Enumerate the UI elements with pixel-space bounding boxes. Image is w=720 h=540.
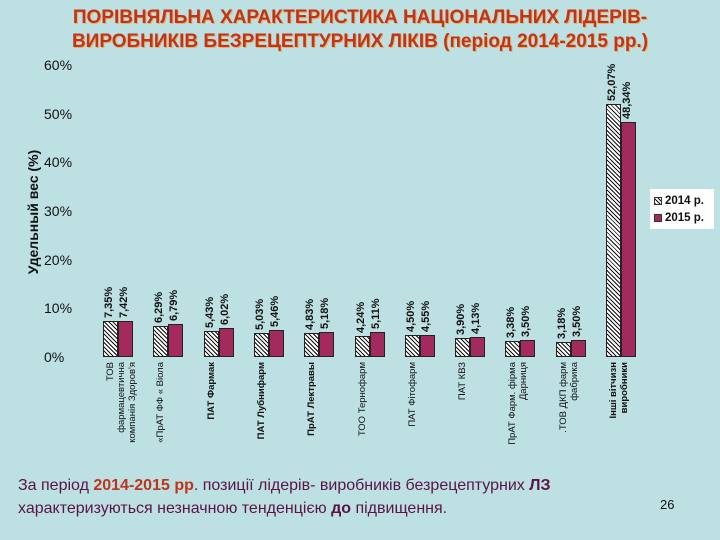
solid-swatch-icon (654, 213, 662, 222)
chart-legend: 2014 р. 2015 р. (650, 189, 714, 229)
bar-2015 (319, 331, 335, 357)
bar-2014 (455, 338, 471, 357)
bar-2014 (253, 332, 269, 357)
bar-2014 (354, 336, 370, 357)
value-label: 3,18% (555, 307, 568, 339)
value-label: 52,07% (606, 63, 618, 101)
category-label: ПрАТ Фарм. фірма Дарниця (507, 362, 530, 445)
value-label: 4,83% (304, 299, 317, 331)
legend-item-2014: 2014 р. (654, 192, 710, 209)
value-label: 6,29% (153, 292, 166, 324)
legend-item-2015: 2015 р. (654, 209, 710, 226)
page-number: 26 (660, 497, 675, 512)
y-tick-label: 10% (44, 300, 73, 317)
y-tick-label: 40% (44, 154, 73, 171)
bar-2015 (520, 339, 536, 357)
category-label: Інші вітчизн виробники (608, 362, 630, 419)
value-label: 5,18% (319, 297, 332, 329)
value-label: 7,42% (118, 286, 130, 318)
value-label: 3,38% (505, 306, 518, 338)
bar-2015 (419, 334, 435, 357)
bar-2014 (606, 103, 621, 357)
value-label: 5,03% (253, 298, 266, 330)
bar-2014 (153, 326, 169, 357)
value-label: 48,34% (621, 81, 633, 119)
value-label: 5,43% (203, 296, 216, 328)
value-label: 3,50% (570, 305, 583, 337)
value-label: 3,50% (520, 305, 533, 337)
bar-2014 (555, 341, 571, 357)
y-tick-label: 50% (44, 105, 73, 122)
bar-2014 (103, 321, 118, 357)
category-label: «ПрАТ ФФ « Віола (155, 362, 167, 443)
y-axis-label: Удельный вес (%) (25, 149, 41, 275)
y-tick-label: 20% (44, 251, 73, 268)
category-label: ТОВ фармацевтична компанія Здоров'я (105, 362, 138, 443)
bar-2014 (404, 335, 420, 357)
y-tick-label: 30% (44, 203, 73, 219)
bar-2015 (268, 330, 284, 357)
category-label: ПрАТ Лектравы (306, 362, 318, 436)
value-label: 4,55% (419, 300, 432, 332)
y-tick-label: 0% (44, 349, 65, 365)
bar-2015 (369, 332, 385, 357)
value-label: 4,50% (404, 300, 417, 333)
category-label: ПАТ КВЗ (457, 362, 469, 401)
bar-2015 (218, 327, 234, 357)
category-label: ТОО Тернофарм (356, 362, 368, 437)
hatched-swatch-icon (654, 196, 662, 205)
category-label: ПАТ Фармак (205, 362, 217, 420)
bar-2015 (621, 121, 636, 357)
summary-text: За період 2014-2015 рр. позиції лідерів-… (18, 477, 551, 517)
category-label: ПАТ Фітофарм (406, 362, 418, 427)
value-label: 3,90% (455, 303, 468, 336)
bar-2014 (304, 333, 320, 357)
title-line-1: ПОРІВНЯЛЬНА ХАРАКТЕРИСТИКА НАЦІОНАЛЬНИХ … (72, 7, 648, 28)
slide-title: ПОРІВНЯЛЬНА ХАРАКТЕРИСТИКА НАЦІОНАЛЬНИХ … (0, 6, 720, 54)
bar-2015 (168, 323, 184, 357)
bar-2015 (470, 336, 486, 357)
title-line-2: ВИРОБНИКІВ БЕЗРЕЦЕПТУРНИХ ЛІКІВ (період … (71, 31, 649, 52)
value-label: 5,11% (369, 298, 382, 330)
bar-2014 (203, 330, 219, 357)
y-tick-label: 60% (44, 57, 73, 73)
value-label: 4,24% (354, 302, 367, 334)
value-label: 7,35% (103, 287, 115, 319)
bar-2014 (505, 340, 521, 357)
value-label: 6,79% (168, 289, 181, 321)
value-label: 4,13% (470, 302, 483, 334)
bar-2015 (118, 320, 133, 357)
category-label: .ТОВ ДКП фарм фабрика (557, 362, 580, 433)
category-label: ПАТ Лубнифарм (255, 362, 267, 440)
value-label: 6,02% (218, 293, 231, 325)
value-label: 5,46% (268, 296, 281, 328)
bar-2015 (570, 339, 586, 357)
